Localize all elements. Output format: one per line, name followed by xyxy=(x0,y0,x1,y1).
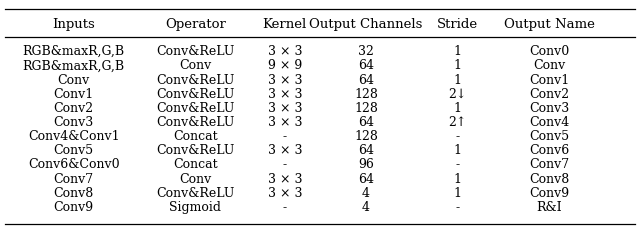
Text: RGB&maxR,G,B: RGB&maxR,G,B xyxy=(22,59,125,72)
Text: Concat: Concat xyxy=(173,130,218,142)
Text: 64: 64 xyxy=(358,115,374,128)
Text: Output Name: Output Name xyxy=(504,18,595,30)
Text: 1: 1 xyxy=(454,59,461,72)
Text: 128: 128 xyxy=(354,87,378,100)
Text: 1: 1 xyxy=(454,45,461,58)
Text: -: - xyxy=(283,130,287,142)
Text: Conv8: Conv8 xyxy=(54,186,93,199)
Text: Conv3: Conv3 xyxy=(529,101,569,114)
Text: Conv8: Conv8 xyxy=(529,172,569,185)
Text: -: - xyxy=(456,158,460,171)
Text: Conv: Conv xyxy=(179,59,211,72)
Text: Kernel: Kernel xyxy=(262,18,307,30)
Text: 9 × 9: 9 × 9 xyxy=(268,59,302,72)
Text: Conv6: Conv6 xyxy=(529,144,569,157)
Text: -: - xyxy=(456,130,460,142)
Text: 3 × 3: 3 × 3 xyxy=(268,172,302,185)
Text: Inputs: Inputs xyxy=(52,18,95,30)
Text: Conv9: Conv9 xyxy=(54,200,93,213)
Text: 32: 32 xyxy=(358,45,374,58)
Text: Conv: Conv xyxy=(179,172,211,185)
Text: Conv5: Conv5 xyxy=(529,130,569,142)
Text: Conv&ReLU: Conv&ReLU xyxy=(156,73,234,86)
Text: RGB&maxR,G,B: RGB&maxR,G,B xyxy=(22,45,125,58)
Text: R&I: R&I xyxy=(536,200,562,213)
Text: Concat: Concat xyxy=(173,158,218,171)
Text: 64: 64 xyxy=(358,172,374,185)
Text: 2↓: 2↓ xyxy=(449,87,467,100)
Text: -: - xyxy=(456,200,460,213)
Text: 1: 1 xyxy=(454,101,461,114)
Text: Stride: Stride xyxy=(437,18,478,30)
Text: 3 × 3: 3 × 3 xyxy=(268,101,302,114)
Text: Conv2: Conv2 xyxy=(529,87,569,100)
Text: Conv5: Conv5 xyxy=(54,144,93,157)
Text: Conv&ReLU: Conv&ReLU xyxy=(156,144,234,157)
Text: Conv1: Conv1 xyxy=(529,73,569,86)
Text: -: - xyxy=(283,158,287,171)
Text: Conv4: Conv4 xyxy=(529,115,569,128)
Text: Conv&ReLU: Conv&ReLU xyxy=(156,87,234,100)
Text: 128: 128 xyxy=(354,130,378,142)
Text: -: - xyxy=(283,200,287,213)
Text: 1: 1 xyxy=(454,144,461,157)
Text: 128: 128 xyxy=(354,101,378,114)
Text: Conv&ReLU: Conv&ReLU xyxy=(156,45,234,58)
Text: Operator: Operator xyxy=(164,18,226,30)
Text: Conv7: Conv7 xyxy=(54,172,93,185)
Text: Conv&ReLU: Conv&ReLU xyxy=(156,101,234,114)
Text: Conv6&Conv0: Conv6&Conv0 xyxy=(28,158,120,171)
Text: 4: 4 xyxy=(362,200,370,213)
Text: 96: 96 xyxy=(358,158,374,171)
Text: Conv7: Conv7 xyxy=(529,158,569,171)
Text: 3 × 3: 3 × 3 xyxy=(268,186,302,199)
Text: 4: 4 xyxy=(362,186,370,199)
Text: Sigmoid: Sigmoid xyxy=(169,200,221,213)
Text: 1: 1 xyxy=(454,186,461,199)
Text: 3 × 3: 3 × 3 xyxy=(268,87,302,100)
Text: 3 × 3: 3 × 3 xyxy=(268,115,302,128)
Text: Output Channels: Output Channels xyxy=(309,18,423,30)
Text: 1: 1 xyxy=(454,73,461,86)
Text: 64: 64 xyxy=(358,73,374,86)
Text: Conv4&Conv1: Conv4&Conv1 xyxy=(28,130,120,142)
Text: Conv1: Conv1 xyxy=(54,87,93,100)
Text: 3 × 3: 3 × 3 xyxy=(268,73,302,86)
Text: 1: 1 xyxy=(454,172,461,185)
Text: 3 × 3: 3 × 3 xyxy=(268,144,302,157)
Text: Conv3: Conv3 xyxy=(54,115,93,128)
Text: Conv: Conv xyxy=(533,59,565,72)
Text: Conv0: Conv0 xyxy=(529,45,569,58)
Text: 2↑: 2↑ xyxy=(449,115,467,128)
Text: 64: 64 xyxy=(358,59,374,72)
Text: Conv: Conv xyxy=(58,73,90,86)
Text: 3 × 3: 3 × 3 xyxy=(268,45,302,58)
Text: Conv&ReLU: Conv&ReLU xyxy=(156,115,234,128)
Text: Conv9: Conv9 xyxy=(529,186,569,199)
Text: Conv2: Conv2 xyxy=(54,101,93,114)
Text: 64: 64 xyxy=(358,144,374,157)
Text: Conv&ReLU: Conv&ReLU xyxy=(156,186,234,199)
